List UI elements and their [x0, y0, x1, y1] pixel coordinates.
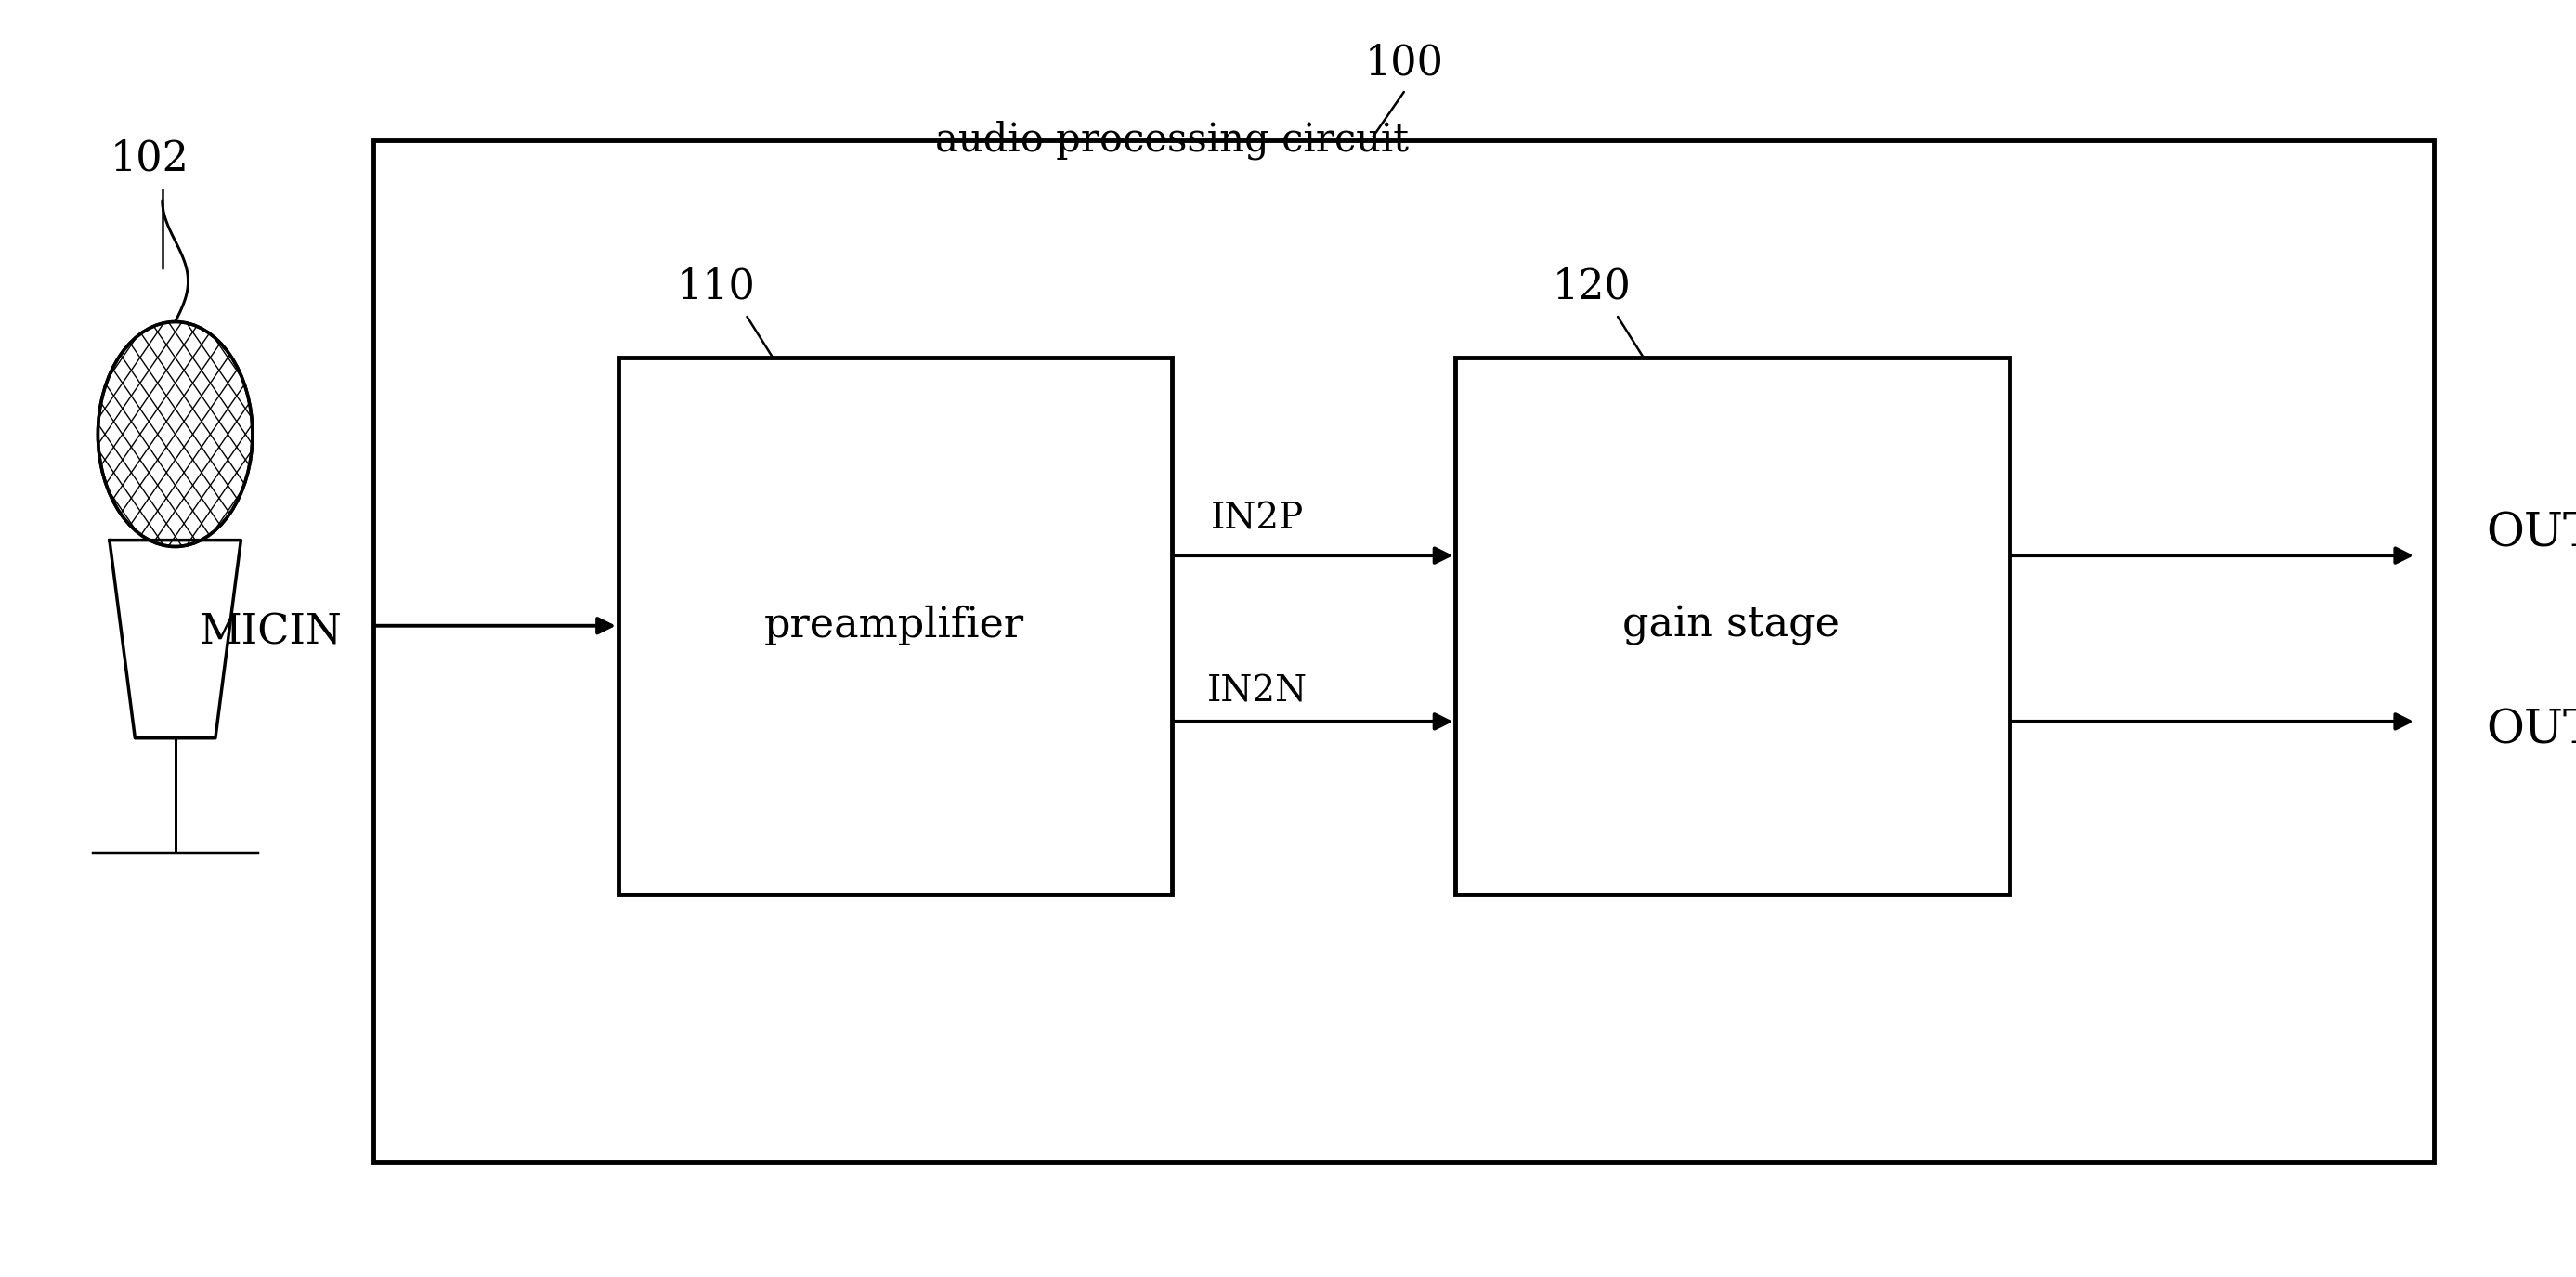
Text: OUTP: OUTP	[2486, 511, 2576, 557]
Text: 120: 120	[1553, 267, 1631, 306]
Polygon shape	[108, 540, 240, 738]
Text: gain stage: gain stage	[1623, 605, 1839, 646]
Ellipse shape	[98, 322, 252, 547]
Bar	[1455, 358, 2009, 894]
Text: MICIN: MICIN	[198, 612, 343, 653]
Text: audio processing circuit: audio processing circuit	[935, 120, 1409, 160]
Text: preamplifier: preamplifier	[765, 605, 1023, 646]
Bar	[618, 358, 1172, 894]
Text: 110: 110	[677, 267, 755, 306]
Bar	[374, 140, 2434, 1162]
Text: OUTN: OUTN	[2486, 707, 2576, 753]
Text: 102: 102	[111, 139, 188, 179]
Text: 100: 100	[1365, 43, 1443, 83]
Text: IN2N: IN2N	[1208, 674, 1306, 709]
Text: IN2P: IN2P	[1211, 502, 1303, 536]
